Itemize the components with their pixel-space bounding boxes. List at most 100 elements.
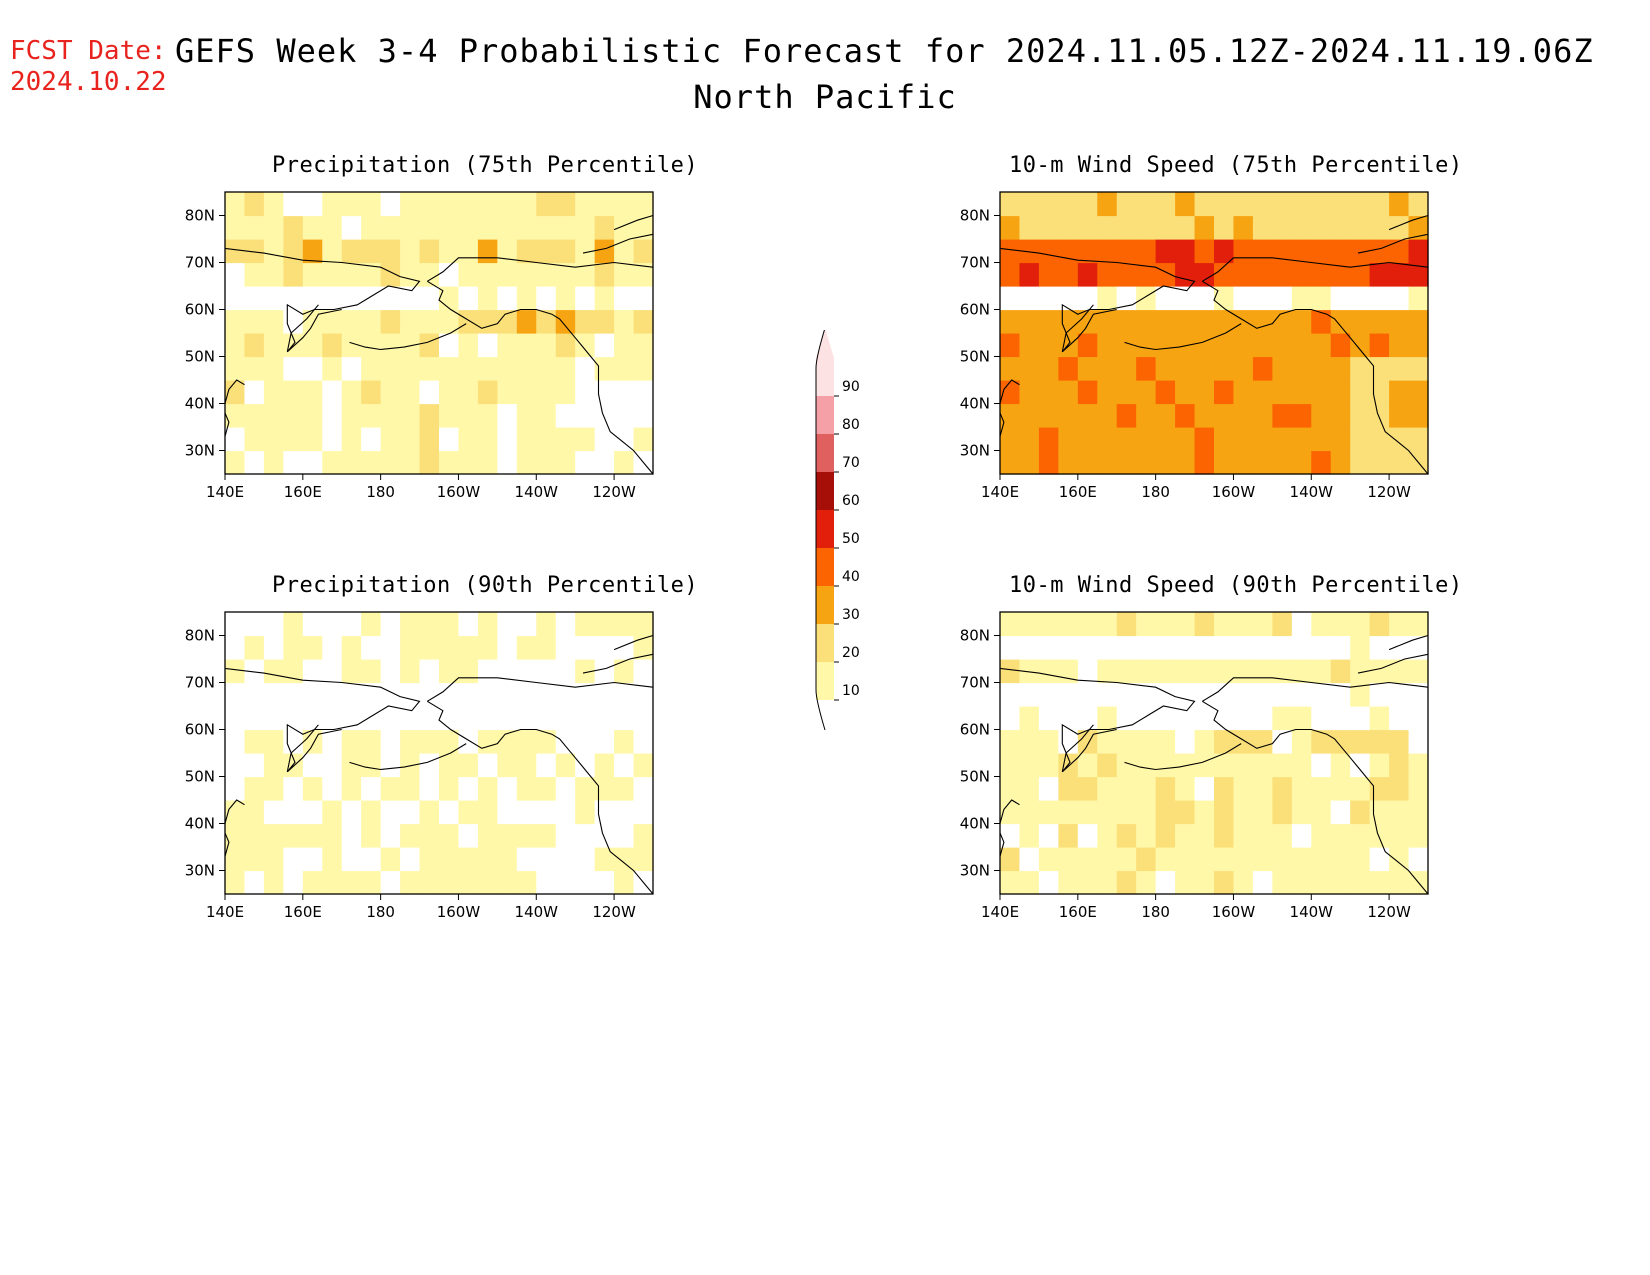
coastline — [224, 247, 421, 353]
coastline — [1388, 214, 1429, 231]
shade-cell — [400, 427, 421, 452]
shade-cell — [477, 659, 498, 684]
lat-tick-label: 60N — [960, 301, 990, 319]
shade-cell — [555, 309, 576, 334]
shade-cell — [1330, 847, 1351, 872]
shade-cell — [419, 753, 440, 778]
shade-cell — [225, 729, 246, 754]
shade-cell — [1038, 706, 1059, 731]
shade-cell — [555, 427, 576, 452]
shade-cell — [458, 380, 479, 405]
shade-cell — [1389, 847, 1410, 872]
shade-cell — [1214, 870, 1235, 895]
shade-cell — [1155, 356, 1176, 381]
shade-cell — [555, 659, 576, 684]
coastline — [349, 323, 467, 351]
shade-cell — [1350, 215, 1371, 240]
shade-cell — [1214, 192, 1235, 217]
panel-precipitation-75th: Precipitation (75th Percentile) 140E 160E… — [160, 150, 700, 520]
shade-cell — [536, 380, 557, 405]
shade-cell — [283, 870, 304, 895]
shade-cell — [614, 729, 635, 754]
shade-cell — [1214, 380, 1235, 405]
shade-cell — [302, 776, 323, 801]
shade-cell — [633, 356, 654, 381]
shade-cell — [244, 612, 265, 637]
shade-cell — [1038, 635, 1059, 660]
shade-cell — [400, 450, 421, 475]
shade-cell — [1077, 450, 1098, 475]
shade-cell — [225, 356, 246, 381]
shade-cell — [1136, 427, 1157, 452]
shade-cell — [633, 659, 654, 684]
shade-cell — [1116, 380, 1137, 405]
shade-cell — [1350, 262, 1371, 287]
coastline — [427, 257, 654, 282]
shade-cell — [380, 427, 401, 452]
coastline — [286, 304, 319, 352]
shade-cell — [1369, 729, 1390, 754]
shade-cell — [263, 427, 284, 452]
shade-cell — [458, 659, 479, 684]
shade-cell — [1311, 659, 1332, 684]
shade-cell — [1000, 192, 1021, 217]
shade-cell — [302, 403, 323, 428]
shade-cell — [1194, 450, 1215, 475]
shade-cell — [1330, 635, 1351, 660]
shade-cell — [244, 800, 265, 825]
shade-cell — [1291, 427, 1312, 452]
shade-cell — [575, 333, 596, 358]
shade-cell — [575, 239, 596, 264]
shade-cell — [1291, 239, 1312, 264]
shade-cell — [536, 847, 557, 872]
shade-cell — [1369, 706, 1390, 731]
shade-cell — [322, 659, 343, 684]
shade-cell — [1272, 729, 1293, 754]
shade-cell — [516, 356, 537, 381]
shade-cell — [322, 635, 343, 660]
shade-cell — [341, 612, 362, 637]
shade-cell — [322, 427, 343, 452]
shade-cell — [1116, 403, 1137, 428]
shade-cell — [594, 635, 615, 660]
shade-cell — [497, 870, 518, 895]
shade-cell — [1194, 356, 1215, 381]
lat-tick-label: 80N — [185, 207, 215, 225]
shade-cell — [1291, 635, 1312, 660]
shade-cell — [439, 215, 460, 240]
lat-tick-label: 30N — [960, 442, 990, 460]
shade-cell — [1233, 450, 1254, 475]
shade-cell — [497, 450, 518, 475]
shade-cell — [1408, 682, 1429, 707]
shade-cell — [1194, 776, 1215, 801]
colorbar: 10 20 30 40 50 60 70 80 90 — [815, 330, 860, 731]
shade-cell — [1155, 239, 1176, 264]
shade-cell — [244, 870, 265, 895]
shade-cell — [1194, 847, 1215, 872]
shade-cell — [439, 239, 460, 264]
shade-cell — [380, 286, 401, 311]
shade-cell — [1136, 192, 1157, 217]
shade-cell — [341, 403, 362, 428]
shade-cell — [380, 729, 401, 754]
shade-cell — [1330, 706, 1351, 731]
shade-cell — [497, 823, 518, 848]
shade-cell — [575, 612, 596, 637]
colorbar-band — [816, 358, 834, 396]
shade-cell — [1019, 380, 1040, 405]
shade-cell — [1350, 823, 1371, 848]
shade-cell — [1369, 753, 1390, 778]
shade-cell — [1408, 403, 1429, 428]
shade-cell — [1291, 776, 1312, 801]
shade-cell — [1291, 380, 1312, 405]
shade-cell — [477, 870, 498, 895]
shade-cell — [1136, 215, 1157, 240]
shade-cell — [1369, 427, 1390, 452]
shade-cell — [1408, 262, 1429, 287]
shade-cell — [1214, 847, 1235, 872]
shade-cell — [1077, 356, 1098, 381]
shade-cell — [1019, 729, 1040, 754]
shade-cell — [1058, 823, 1079, 848]
shade-cell — [263, 356, 284, 381]
shade-cell — [1077, 753, 1098, 778]
